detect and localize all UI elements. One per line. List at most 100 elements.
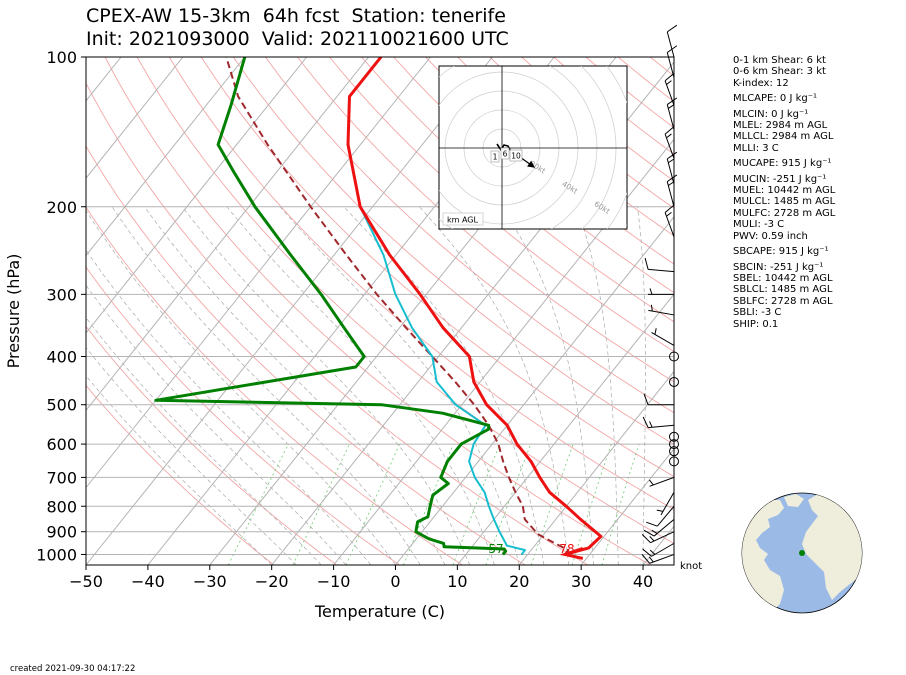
moist-adiabat [86, 249, 371, 565]
y-tick-label: 600 [46, 435, 77, 454]
background-lines [86, 57, 674, 565]
wind-barb [648, 304, 675, 316]
wind-barb [669, 446, 679, 457]
profile-lines [154, 57, 603, 560]
hodograph-frame [438, 65, 628, 230]
chart-title-line-1: CPEX-AW 15-3km 64h fcst Station: tenerif… [86, 5, 506, 27]
parameter-line: MLEL: 2984 m AGL [733, 120, 828, 132]
dry-adiabat [232, 57, 674, 445]
hodograph-height-label: 6 [503, 150, 508, 159]
wind-barb [669, 456, 679, 467]
y-tick-label: 400 [46, 348, 77, 367]
moist-adiabat [637, 206, 646, 565]
x-axis-ticks: −50 −40 −30 −20 −10 0 10 20 30 40 [69, 565, 653, 591]
hodograph-height-box [490, 150, 500, 163]
moist-adiabat [86, 375, 272, 565]
isotherm [333, 138, 674, 565]
dry-adiabat [393, 57, 674, 294]
plot-frame [85, 56, 675, 566]
moist-adiabat [111, 206, 421, 565]
dry-adiabat [86, 384, 275, 565]
y-axis-ticks: 100 200 300 400 500 600 700 800 900 1000 [36, 48, 86, 564]
isotherm [86, 57, 246, 257]
x-tick-label: 10 [447, 572, 467, 591]
globe-land-europe-africa [802, 493, 862, 600]
wind-barb [669, 431, 679, 442]
parameter-line: MLCAPE: 0 J kg⁻¹ [733, 93, 818, 105]
dry-adiabat [297, 57, 674, 383]
isotherm [86, 57, 184, 179]
y-axis-label: Pressure (hPa) [4, 254, 23, 369]
y-tick-label: 800 [46, 497, 77, 516]
x-tick-label: −20 [255, 572, 289, 591]
surface-temperature-arrow [559, 547, 584, 560]
hodograph-unit-box [442, 212, 484, 226]
parameter-line: 0-1 km Shear: 6 kt [733, 55, 826, 66]
wind-barb [666, 24, 678, 58]
parameter-line: K-index: 12 [733, 77, 789, 89]
wind-barbs [641, 24, 679, 564]
isotherm [456, 293, 674, 565]
wind-unit-label: knot [680, 561, 702, 572]
x-tick-label: 0 [390, 572, 400, 591]
surface-dewpoint-label: 57 [488, 542, 503, 556]
stability-parameters-panel: 0-1 km Shear: 6 kt 0-6 km Shear: 3 kt K-in… [733, 55, 835, 330]
parameter-line: SBLI: -3 C [733, 307, 782, 319]
wind-barb [664, 204, 675, 238]
mixing-ratio-line [530, 443, 574, 565]
parameter-line: MLCIN: 0 J kg⁻¹ [733, 108, 809, 120]
y-tick-label: 100 [46, 48, 77, 67]
moist-adiabat [500, 206, 594, 565]
moist-adiabat [86, 209, 396, 565]
wind-barb [646, 505, 675, 527]
dry-adiabat [86, 206, 463, 565]
x-tick-label: 20 [509, 572, 529, 591]
parameter-line: MLLI: 3 C [733, 142, 779, 154]
y-tick-label: 700 [46, 468, 77, 487]
hodograph-height-label: 10 [511, 152, 521, 161]
dry-adiabat [329, 57, 674, 353]
x-tick-label: −50 [69, 572, 103, 591]
chart-title-line-2: Init: 2021093000 Valid: 202110021600 UTC [86, 28, 509, 50]
station-marker [799, 550, 805, 556]
y-tick-label: 1000 [36, 545, 77, 564]
temperature-profile [346, 57, 603, 556]
y-tick-label: 200 [46, 198, 77, 217]
globe-land-greenland [784, 494, 804, 507]
moist-adiabat [575, 206, 619, 565]
moist-adiabat [343, 206, 545, 565]
y-tick-label: 500 [46, 396, 77, 415]
dewpoint-profile [154, 57, 508, 556]
mixing-ratio-line [292, 443, 350, 565]
dry-adiabat [361, 57, 674, 323]
wind-barb [666, 151, 678, 185]
moist-adiabat [86, 284, 347, 565]
mixing-ratio-line [452, 443, 501, 565]
isotherm [395, 216, 674, 565]
parameter-line: MULCL: 1485 m AGL [733, 196, 836, 208]
wind-barb [666, 97, 678, 130]
wind-barb [648, 288, 674, 295]
parameter-line: MUCIN: -251 J kg⁻¹ [733, 173, 827, 185]
hodograph-height-box [500, 147, 510, 160]
x-tick-label: −30 [193, 572, 227, 591]
skewt-plot: −50 −40 −30 −20 −10 0 10 20 30 40 100 200 300 400 500… [4, 48, 675, 621]
wind-barb [641, 531, 675, 544]
hodograph-height-label: 1 [493, 153, 498, 162]
hodograph-ring-label: 80kt [625, 219, 644, 236]
wind-barb [669, 439, 679, 450]
wind-barb [669, 376, 679, 387]
x-axis-label: Temperature (C) [314, 602, 445, 621]
isotherm [580, 448, 674, 565]
wind-barb [669, 351, 679, 362]
parameter-line: MULI: -3 C [733, 219, 785, 231]
parameter-line: MUEL: 10442 m AGL [733, 185, 836, 197]
moist-adiabat [86, 346, 297, 565]
wind-barb [649, 476, 675, 487]
wind-barb [656, 492, 675, 516]
dry-adiabat [425, 57, 674, 265]
wind-barb [664, 72, 675, 106]
isotherm [86, 57, 308, 334]
isotherm [86, 57, 431, 489]
parameter-line: SBEL: 10442 m AGL [733, 272, 833, 284]
